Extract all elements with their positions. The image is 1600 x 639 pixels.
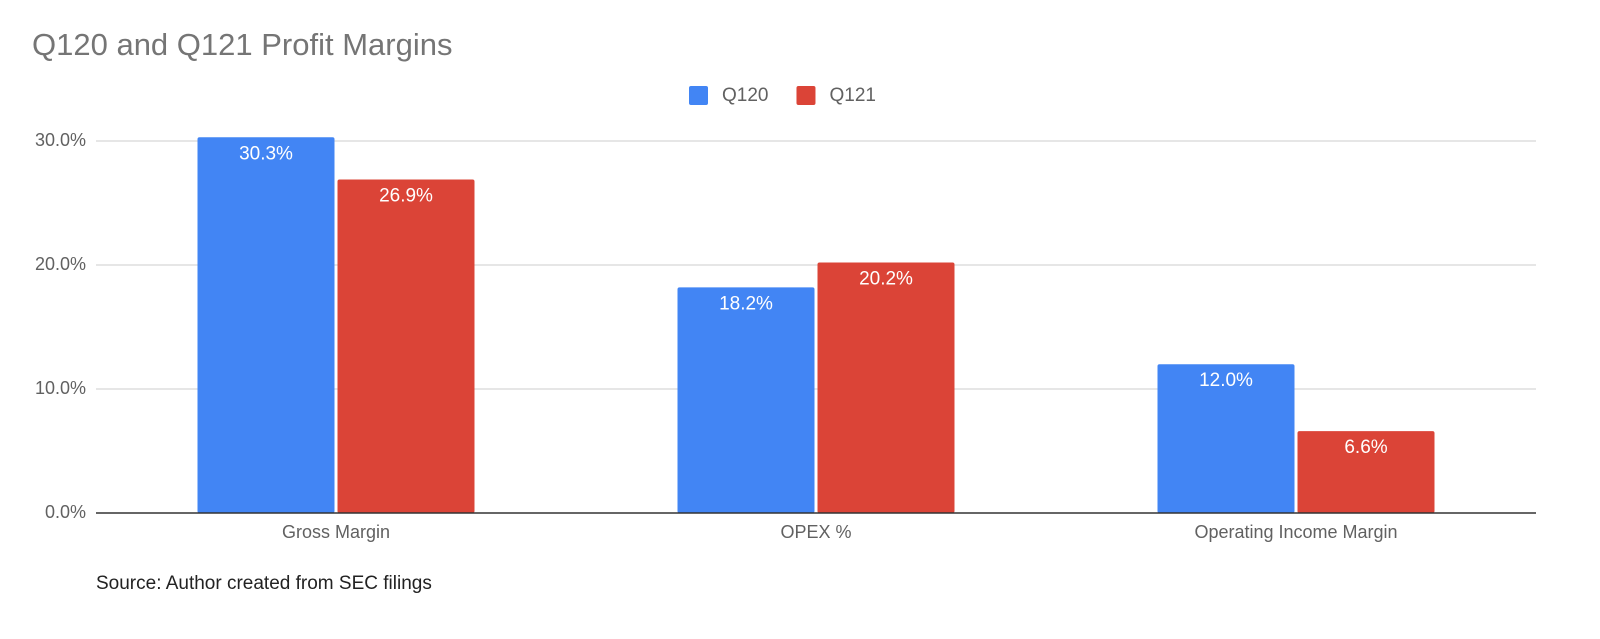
legend-swatch	[796, 86, 816, 105]
data-label: 6.6%	[1344, 437, 1387, 458]
bar	[337, 179, 475, 513]
y-tick-label: 20.0%	[35, 254, 86, 274]
legend-swatch	[689, 86, 708, 105]
y-tick-label: 10.0%	[35, 378, 86, 398]
x-tick-label: Operating Income Margin	[1194, 522, 1397, 542]
legend-label: Q121	[829, 85, 875, 106]
bar	[1297, 431, 1435, 513]
source-note: Source: Author created from SEC filings	[96, 573, 432, 594]
chart-title: Q120 and Q121 Profit Margins	[32, 27, 452, 62]
legend-label: Q120	[722, 85, 768, 106]
data-label: 12.0%	[1199, 370, 1253, 391]
data-label: 18.2%	[719, 293, 773, 314]
bar	[197, 137, 335, 513]
data-label: 26.9%	[379, 185, 433, 206]
x-tick-label: Gross Margin	[282, 522, 390, 542]
y-tick-label: 0.0%	[45, 502, 86, 522]
x-tick-label: OPEX %	[780, 522, 851, 542]
y-tick-label: 30.0%	[35, 130, 86, 150]
bar	[677, 287, 815, 513]
bar	[817, 262, 955, 513]
bar	[1157, 364, 1295, 513]
data-label: 20.2%	[859, 269, 913, 290]
data-label: 30.3%	[239, 143, 293, 164]
